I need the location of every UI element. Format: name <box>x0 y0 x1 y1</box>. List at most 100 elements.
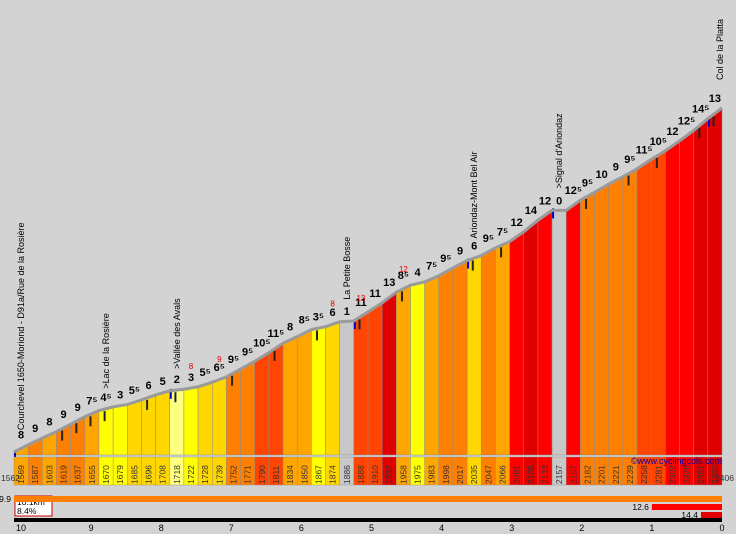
altitude-label: 1850 <box>299 465 309 484</box>
x-axis-line <box>14 518 722 522</box>
gradient-label: 12 <box>511 217 523 229</box>
gradient-label: 11⁵ <box>268 328 285 340</box>
altitude-label: 1619 <box>59 465 69 484</box>
gradient-label: 10⁵ <box>253 338 270 350</box>
altitude-label: 1771 <box>243 465 253 484</box>
profile-segment <box>580 191 595 456</box>
profile-segments <box>13 107 723 456</box>
gradient-label: 9 <box>32 423 38 435</box>
end-altitude: 2406 <box>715 473 734 483</box>
profile-segment <box>650 150 666 456</box>
profile-segment <box>495 241 510 456</box>
altitude-label: 1679 <box>115 465 125 484</box>
steepest-bars: 9.9 12.6 14.4 <box>0 494 722 520</box>
gradient-label: 9⁵ <box>228 354 239 366</box>
altitude-label: 2017 <box>455 465 465 484</box>
waypoint-labels: Courchevel 1650-Moriond - D91a/Rue de la… <box>16 19 725 430</box>
altitude-label: 1655 <box>87 465 97 484</box>
gradient-label: 11 <box>369 288 381 300</box>
profile-segment <box>622 168 638 456</box>
waypoint-label: >Signal d'Ariondaz <box>554 113 564 189</box>
steep-bar <box>651 504 722 510</box>
x-tick-label: 1 <box>649 523 654 533</box>
altitude-label: 1603 <box>44 465 54 484</box>
altitude-label: 1752 <box>228 465 238 484</box>
x-tick-label: 6 <box>299 523 304 533</box>
gradient-label: 2 <box>174 374 180 386</box>
gradient-label: 1 <box>344 306 350 318</box>
gradient-label: 8 <box>46 417 52 429</box>
altitude-label: 1739 <box>214 465 224 484</box>
x-axis: 10 9 8 7 6 5 4 3 2 1 0 <box>14 518 725 533</box>
steep-bar <box>14 496 722 502</box>
waypoint-label: >Vallée des Avals <box>172 298 182 369</box>
profile-segment <box>509 231 525 456</box>
gradient-label: 13 <box>383 277 395 289</box>
altitude-label: 1910 <box>370 465 380 484</box>
profile-segment <box>211 376 227 456</box>
steep-bar <box>700 512 722 518</box>
gradient-label: 9 <box>75 402 81 414</box>
profile-segment <box>565 199 581 456</box>
x-tick-label: 2 <box>579 523 584 533</box>
gradient-label: 4 <box>414 267 421 279</box>
gradient-label: 5 <box>160 376 166 388</box>
gradient-label: 9 <box>60 409 66 421</box>
profile-segment <box>608 176 624 456</box>
profile-segment <box>679 130 694 456</box>
altitude-label: 1975 <box>413 465 423 484</box>
gradient-label: 7⁵ <box>426 261 437 273</box>
gradient-label: 5⁵ <box>129 385 140 397</box>
altitude-label: 2105 <box>526 465 536 484</box>
gradient-label: 8 <box>287 322 293 334</box>
gradient-label: 6⁵ <box>214 362 225 374</box>
gradient-label: 12 <box>666 126 678 138</box>
website-link[interactable]: ©www.cyclingcols.com <box>631 456 722 466</box>
x-tick-label: 9 <box>89 523 94 533</box>
gradient-label: 10 <box>596 169 608 181</box>
x-tick-label: 4 <box>439 523 444 533</box>
profile-segment <box>254 352 270 456</box>
altitude-band: 1569 1587 1603 1619 1637 1655 1670 1679 1685 1696… <box>13 456 723 486</box>
altitude-label: 2081 <box>512 465 522 484</box>
profile-segment <box>240 360 255 456</box>
waypoint-label: Courchevel 1650-Moriond - D91a/Rue de la… <box>16 222 26 430</box>
altitude-label: 2047 <box>483 465 493 484</box>
gradient-label: 9⁵ <box>582 177 593 189</box>
gradient-label: 6 <box>145 380 151 392</box>
altitude-label: 2182 <box>582 465 592 484</box>
gradient-label: 3⁵ <box>313 312 324 324</box>
profile-segment <box>424 275 440 456</box>
altitude-label: 1886 <box>342 465 352 484</box>
profile-segment <box>410 281 425 456</box>
red-marker: 9 <box>217 355 222 364</box>
altitude-label: 1587 <box>30 465 40 484</box>
gradient-label: 8⁵ <box>398 270 409 282</box>
steep-label: 14.4 <box>681 510 698 520</box>
x-tick-label: 0 <box>719 523 724 533</box>
profile-segment <box>452 260 468 456</box>
profile-segment <box>98 406 114 456</box>
altitude-label: 1834 <box>285 465 295 484</box>
gradient-label: 6 <box>471 241 477 253</box>
road-line <box>13 106 723 454</box>
altitude-cell <box>707 456 723 486</box>
profile-segment <box>268 342 284 456</box>
profile-segment <box>197 381 213 456</box>
profile-segment <box>183 386 199 456</box>
gradient-label: 6 <box>330 307 336 319</box>
profile-segment <box>367 302 383 456</box>
gradient-label: 9⁵ <box>242 346 253 358</box>
gradient-label: 9 <box>457 246 463 258</box>
altitude-label: 1685 <box>129 465 139 484</box>
altitude-label: 1888 <box>356 465 366 484</box>
altitude-label: 2351 <box>696 465 706 484</box>
gradient-label: 7⁵ <box>86 396 97 408</box>
profile-segment <box>325 321 340 456</box>
waypoint-label: >Lac de la Rosière <box>101 313 111 388</box>
altitude-label: 2302 <box>667 465 677 484</box>
profile-segment <box>127 399 142 456</box>
gradient-label: 9⁵ <box>483 233 494 245</box>
